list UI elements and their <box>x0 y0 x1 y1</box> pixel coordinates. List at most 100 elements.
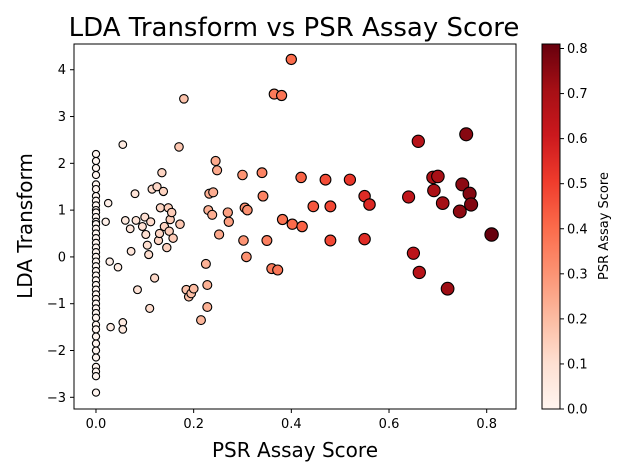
data-point <box>319 173 332 186</box>
data-point <box>238 235 249 246</box>
data-point <box>484 227 499 242</box>
data-point <box>440 281 455 296</box>
data-point <box>196 315 206 326</box>
y-tick-label: −2 <box>47 344 66 359</box>
data-point <box>118 140 128 149</box>
data-point <box>363 198 376 211</box>
data-point <box>222 207 233 218</box>
data-point <box>162 242 172 253</box>
data-point <box>91 313 101 322</box>
data-point <box>295 171 307 184</box>
data-point <box>106 322 115 332</box>
points-layer <box>91 53 499 397</box>
data-point <box>179 93 189 104</box>
y-tick-label: 2 <box>58 157 66 172</box>
data-point <box>256 167 268 179</box>
data-point <box>241 251 252 263</box>
data-point <box>237 169 248 181</box>
data-point <box>435 196 450 210</box>
data-point <box>208 187 219 198</box>
data-point <box>212 165 223 176</box>
data-point <box>202 301 213 313</box>
data-point <box>130 189 140 199</box>
data-point <box>166 207 177 218</box>
y-axis: −3 −2 −1 0 1 2 3 4 <box>47 63 74 406</box>
data-point <box>358 232 371 246</box>
y-tick-label: −3 <box>47 391 66 406</box>
colorbar-tick-label: 0.1 <box>567 357 588 372</box>
data-point <box>285 53 297 66</box>
data-point <box>158 186 169 197</box>
data-point <box>91 149 101 159</box>
data-point <box>91 156 101 166</box>
data-point <box>131 215 141 225</box>
data-point <box>91 325 101 334</box>
data-point <box>431 169 445 184</box>
data-point <box>103 198 113 208</box>
colorbar-tick-label: 0.4 <box>567 222 588 237</box>
colorbar-tick-label: 0.7 <box>567 87 588 102</box>
data-point <box>91 388 101 397</box>
data-point <box>276 213 289 226</box>
data-point <box>113 262 123 272</box>
data-point <box>141 229 151 240</box>
data-point <box>120 216 130 225</box>
y-tick-label: 4 <box>58 63 66 78</box>
y-tick-label: 0 <box>58 250 66 265</box>
data-point <box>91 339 101 348</box>
data-point <box>145 303 155 313</box>
y-tick-label: −1 <box>47 297 66 312</box>
plot-frame <box>73 43 517 410</box>
data-point <box>452 204 467 219</box>
data-point <box>144 250 154 260</box>
colorbar-tick-label: 0.3 <box>567 267 588 282</box>
x-tick-label: 0.0 <box>86 417 107 432</box>
data-point <box>91 346 101 355</box>
data-point <box>406 246 421 260</box>
data-point <box>118 325 128 334</box>
data-point <box>296 220 308 233</box>
data-point <box>154 228 165 239</box>
data-point <box>272 264 284 276</box>
data-point <box>142 240 152 250</box>
data-point <box>175 219 185 229</box>
data-point <box>286 218 298 230</box>
x-axis: 0.0 0.2 0.4 0.6 0.8 <box>86 409 497 432</box>
data-point <box>91 184 101 194</box>
y-tick-label: 3 <box>58 110 66 125</box>
data-point <box>202 279 213 291</box>
data-point <box>125 224 135 234</box>
data-point <box>307 200 320 213</box>
colorbar-tick-label: 0.5 <box>567 177 588 192</box>
data-point <box>411 134 425 148</box>
data-point <box>223 216 234 227</box>
data-point <box>343 173 357 186</box>
colorbar-ticks: 0.0 0.1 0.2 0.3 0.4 0.5 0.6 0.7 0.8 <box>560 42 588 418</box>
data-point <box>91 372 101 381</box>
data-point <box>324 234 337 247</box>
data-point <box>155 203 166 213</box>
x-tick-label: 0.6 <box>379 417 400 432</box>
data-point <box>174 142 184 152</box>
colorbar-tick-label: 0.6 <box>567 132 588 147</box>
x-tick-label: 0.4 <box>281 417 302 432</box>
chart-title: LDA Transform vs PSR Assay Score <box>69 13 520 43</box>
data-point <box>188 283 199 294</box>
x-axis-label: PSR Assay Score <box>212 438 378 462</box>
x-tick-label: 0.2 <box>183 417 204 432</box>
data-point <box>164 226 174 236</box>
data-point <box>276 89 288 102</box>
data-point <box>146 217 156 227</box>
data-point <box>464 197 479 212</box>
data-point <box>261 235 273 246</box>
data-point <box>213 229 225 240</box>
data-point <box>455 177 470 192</box>
data-point <box>207 209 218 220</box>
data-point <box>242 204 253 216</box>
colorbar-tick-label: 0.8 <box>567 42 588 57</box>
data-point <box>427 183 441 198</box>
data-point <box>91 170 101 180</box>
data-point <box>257 190 269 202</box>
